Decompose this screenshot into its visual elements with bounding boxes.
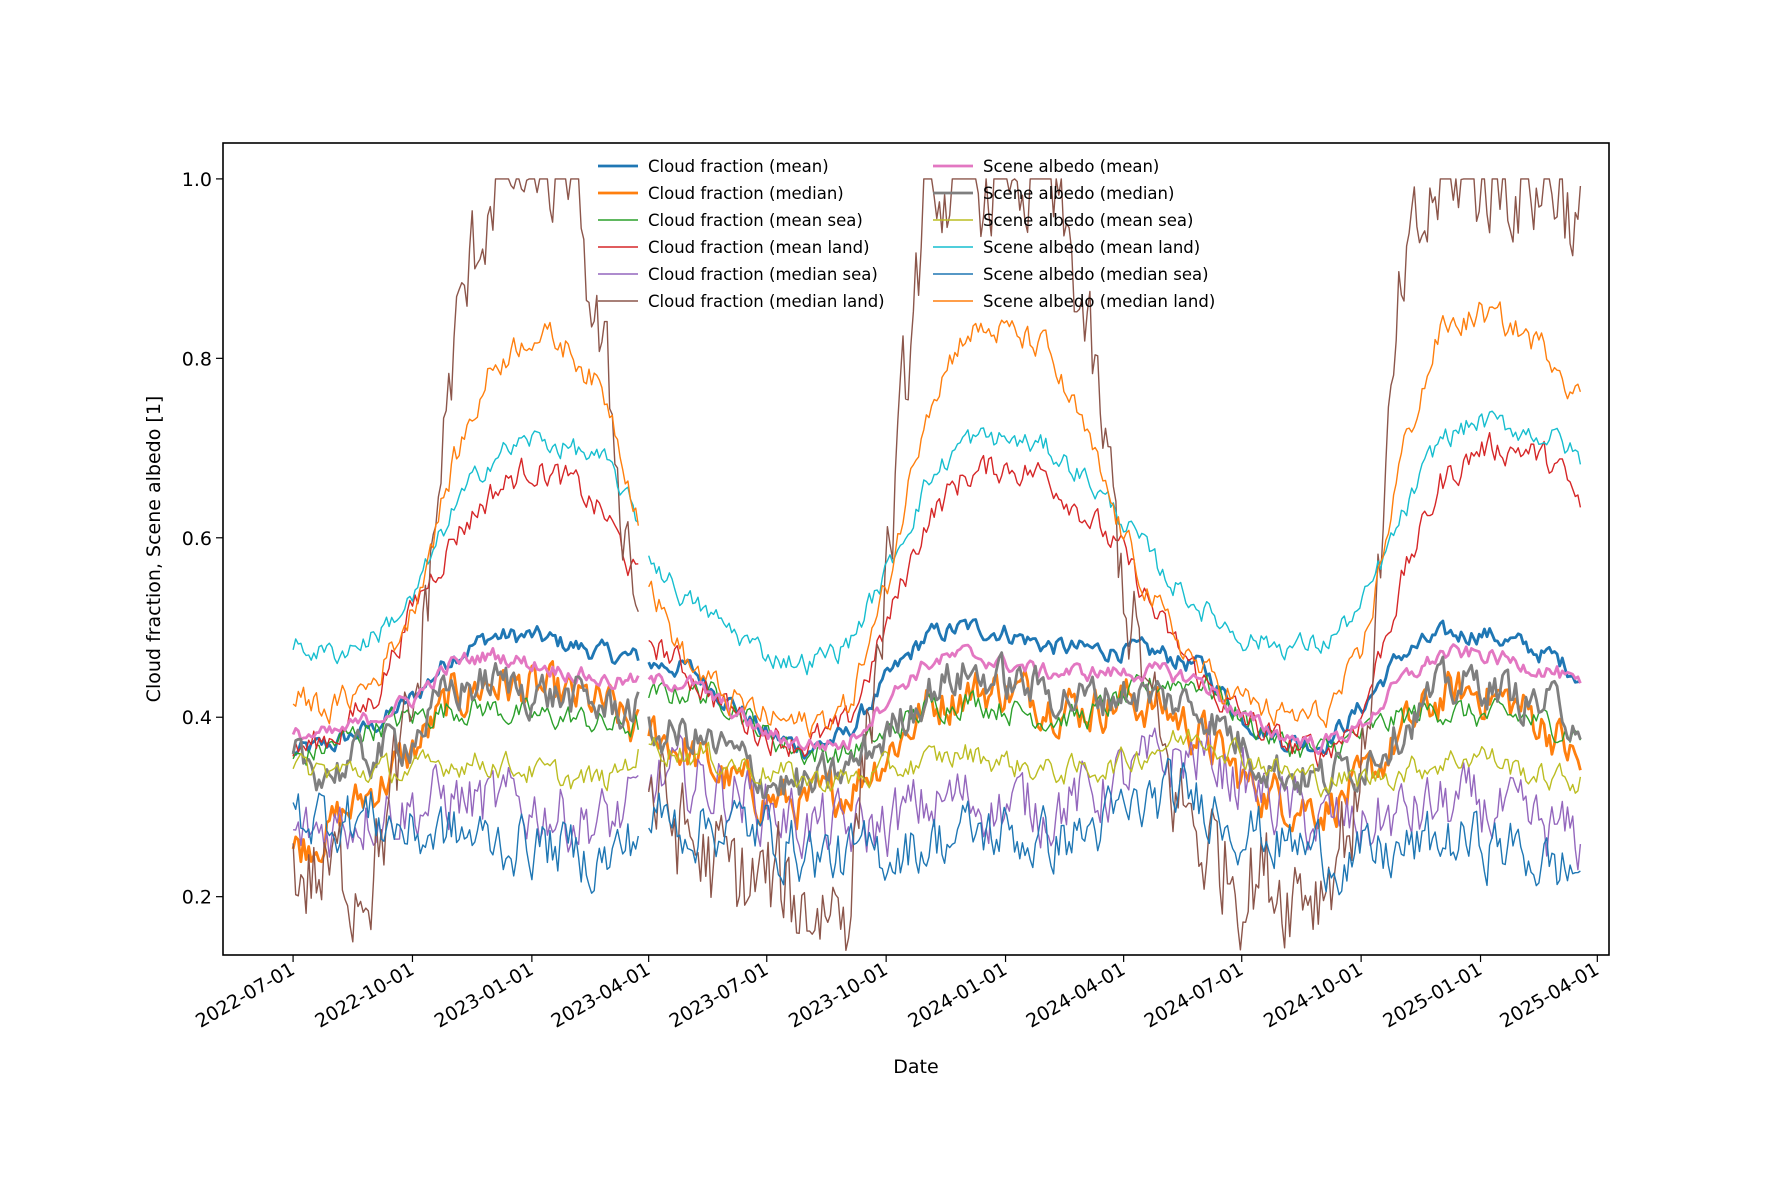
legend-entry: Cloud fraction (median) [648, 184, 844, 203]
series-line [292, 321, 639, 725]
legend-entry: Cloud fraction (mean sea) [648, 211, 863, 230]
plot-frame [222, 142, 1610, 956]
series-line [648, 432, 1582, 769]
legend: Cloud fraction (mean) Cloud fraction (med… [598, 157, 1215, 311]
legend-entry: Scene albedo (mean land) [983, 238, 1200, 257]
y-axis-title: Cloud fraction, Scene albedo [1] [143, 396, 165, 703]
legend-entry: Scene albedo (median) [983, 184, 1174, 203]
legend-entry: Cloud fraction (median sea) [648, 265, 878, 284]
y-tick-label: 0.6 [182, 528, 212, 550]
series-line [648, 674, 1582, 766]
legend-entry: Scene albedo (mean) [983, 157, 1159, 176]
series-line [292, 697, 639, 766]
series-line [648, 757, 1581, 896]
series-line [647, 618, 1581, 760]
y-tick-label: 0.4 [182, 707, 212, 729]
legend-entry: Cloud fraction (mean) [648, 157, 829, 176]
series-line [292, 749, 639, 792]
y-tick-label: 0.8 [182, 348, 212, 370]
legend-entry: Scene albedo (mean sea) [983, 211, 1193, 230]
series-line [291, 660, 640, 864]
y-tick-label: 0.2 [182, 887, 212, 909]
legend-entry: Scene albedo (median sea) [983, 265, 1209, 284]
series-line [648, 301, 1582, 738]
x-axis-title: Date [893, 1056, 938, 1078]
series-line [647, 643, 1582, 756]
series-line [292, 457, 639, 757]
series-lines [291, 178, 1582, 951]
legend-entry: Scene albedo (median land) [983, 292, 1215, 311]
y-axis: 0.2 0.4 0.6 0.8 1.0 [182, 169, 223, 909]
y-tick-label: 1.0 [182, 169, 212, 191]
series-line [292, 178, 639, 943]
series-line [292, 791, 639, 894]
legend-entry: Cloud fraction (mean land) [648, 238, 870, 257]
series-line [291, 647, 640, 742]
legend-entry: Cloud fraction (median land) [648, 292, 885, 311]
series-line [648, 728, 1582, 798]
series-line [291, 662, 640, 792]
series-line [648, 178, 1582, 951]
series-line [648, 410, 1582, 676]
series-line [292, 430, 639, 665]
series-line [647, 651, 1582, 799]
